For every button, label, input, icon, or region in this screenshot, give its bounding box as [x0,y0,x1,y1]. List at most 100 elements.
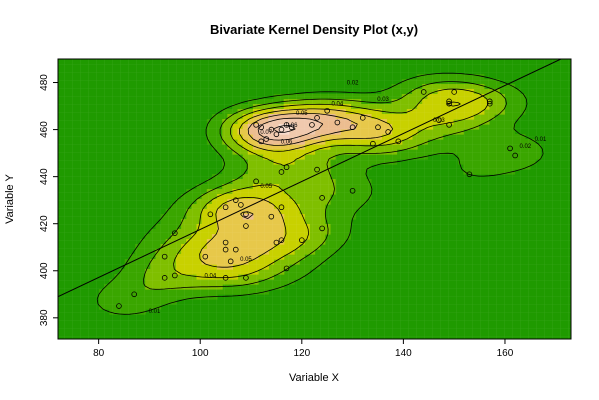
data-point [446,100,452,107]
data-point [283,122,290,128]
data-point [202,253,209,260]
data-point [359,115,366,121]
contour-label: 0.03 [433,118,445,124]
regression-line [58,59,563,298]
data-point [278,126,285,133]
data-point [243,275,249,281]
data-point [253,122,259,128]
chart-title: Bivariate Kernel Density Plot (x,y) [210,22,418,37]
data-point [116,303,122,309]
data-point [446,98,452,105]
data-point [207,211,214,218]
data-point [334,119,341,126]
data-point [375,124,381,131]
data-point [314,115,320,121]
y-tick-label: 480 [39,74,50,91]
data-point [131,291,137,298]
y-axis-label: Variable Y [4,173,16,223]
data-point [222,239,229,246]
data-point [222,204,229,211]
data-point [299,237,305,243]
data-point [420,89,427,95]
contour-label: 0.06 [281,139,293,145]
contour-label: 0.05 [260,184,272,190]
contour-label: 0.01 [149,309,161,315]
data-point [283,164,290,171]
x-tick-label: 160 [497,348,514,359]
contour-label: 0.01 [535,137,547,143]
contour-label: 0.04 [205,273,217,279]
x-tick-label: 120 [293,348,310,359]
data-point [451,89,457,95]
data-point [370,140,376,147]
x-axis-label: Variable X [289,372,340,384]
data-point [238,202,244,208]
x-tick-label: 80 [93,348,105,359]
data-point [314,166,320,173]
contour-label: 0.02 [347,81,359,87]
data-points [116,89,518,309]
contour-labels: 0.01 0.01 0.02 0.02 0.03 0.03 0.04 0.04 0.05 0.05… [149,81,547,315]
data-point [436,117,442,123]
data-point [486,98,493,105]
data-point [161,253,168,260]
data-point [268,126,275,133]
data-point [227,258,234,265]
data-point [512,152,518,159]
plot-border [57,58,572,340]
x-axis: 80 100 120 140 160 [93,339,514,359]
contour-label: 0.05 [240,257,252,263]
data-point [258,138,264,145]
data-point [349,187,356,194]
data-point [309,122,315,128]
data-point [385,129,391,135]
contour-lines [96,72,544,315]
data-point [486,100,493,107]
data-point [232,246,239,253]
x-tick-label: 100 [192,348,209,359]
contour-line-0.04 [199,101,461,268]
data-point [258,124,264,131]
data-point [395,138,402,145]
data-point [222,275,229,281]
data-point [466,171,473,178]
data-point [268,213,275,220]
data-point [288,124,295,131]
data-point [507,145,513,152]
y-axis: 380 400 420 440 460 480 [39,74,58,326]
contour-label: 0.07 [260,130,272,136]
data-point [349,124,356,131]
contour-label: 0.05 [296,111,308,117]
data-point [222,246,229,253]
contour-label: 0.03 [377,97,389,103]
data-point [243,223,249,229]
y-tick-label: 460 [39,121,50,138]
y-tick-label: 420 [39,215,50,232]
regression-layer [58,59,563,298]
data-point [161,275,168,281]
contour-line-0.05 [240,113,358,219]
contour-label: 0.06 [286,123,298,129]
data-point [273,131,280,138]
contour-line-0.02 [143,81,507,290]
y-tick-label: 380 [39,309,50,326]
data-point [243,211,249,218]
data-point [319,225,325,232]
contour-line-0.01 [96,72,544,315]
data-point [446,122,452,128]
data-point [283,265,290,272]
data-point [263,136,270,142]
y-tick-label: 400 [39,262,50,279]
data-point [324,107,330,114]
grid-overlay [58,59,571,339]
data-point [278,204,285,211]
contour-label: 0.04 [332,102,344,108]
data-point [319,195,325,201]
x-tick-label: 140 [395,348,412,359]
data-point [232,197,239,203]
data-point [172,272,178,279]
data-point [278,237,285,243]
data-point [253,178,259,185]
data-point [278,169,285,175]
